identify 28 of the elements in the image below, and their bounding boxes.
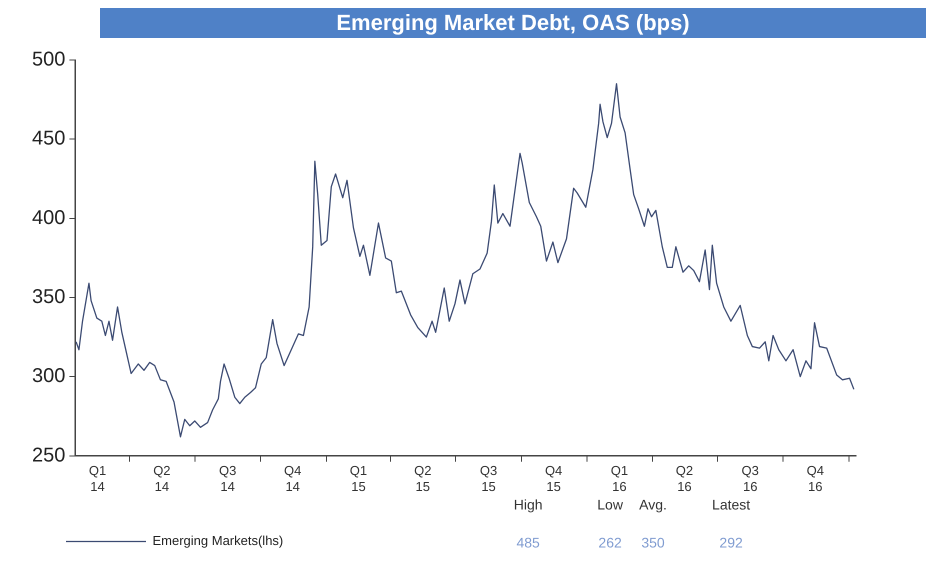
x-tick-label: Q4 14 — [284, 463, 302, 494]
x-tick-label: Q1 16 — [610, 463, 628, 494]
y-tick-label: 300 — [32, 365, 66, 388]
text: Latest — [712, 496, 750, 513]
y-tick-label: 350 — [32, 286, 66, 308]
x-tick-label: Q2 16 — [676, 463, 694, 494]
chart-title: Emerging Market Debt, OAS (bps) — [100, 8, 926, 38]
x-tick-label: Q2 14 — [153, 463, 171, 494]
y-tick-label: 400 — [32, 206, 66, 229]
y-tick-label: 500 — [32, 48, 66, 71]
x-tick-label: Q3 15 — [480, 463, 498, 494]
y-tick-label: 450 — [32, 128, 66, 150]
text: Low — [597, 496, 624, 513]
x-tick-label: Q4 16 — [806, 463, 824, 494]
x-tick-label: Q4 15 — [544, 463, 562, 494]
x-tick-label: Q2 15 — [414, 463, 432, 494]
text: 350 — [641, 534, 665, 551]
x-tick-label: Q3 16 — [742, 463, 759, 494]
y-tick-label: 250 — [32, 444, 66, 466]
x-tick-label: Q1 15 — [350, 463, 368, 494]
text: 485 — [516, 534, 540, 551]
x-tick-label: Q3 14 — [218, 463, 236, 494]
text: 292 — [719, 534, 743, 551]
text: Emerging Markets(lhs) — [152, 533, 284, 548]
text: 262 — [598, 534, 622, 551]
text: High — [514, 496, 543, 513]
x-tick-label: Q1 14 — [88, 463, 106, 494]
text: Avg. — [639, 496, 667, 513]
